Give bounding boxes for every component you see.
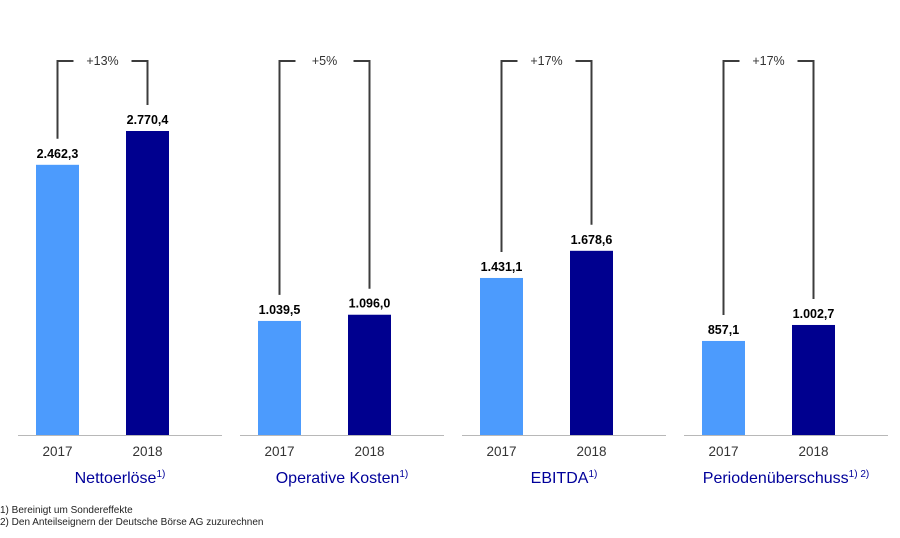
category-label-nettoerlöse: Nettoerlöse1) [75,469,166,487]
bar-operative-kosten-2018 [348,314,391,435]
category-footnote-ref: 1) [588,469,597,480]
bar-chart: 2.462,320172.770,42018+13%Nettoerlöse1)1… [18,54,888,487]
tick-label-periodenüberschuss-2017: 2017 [708,444,738,459]
change-label-periodenüberschuss: +17% [752,54,784,68]
tick-label-operative-kosten-2018: 2018 [354,444,384,459]
change-label-ebitda: +17% [530,54,562,68]
value-label-operative-kosten-2017: 1.039,5 [259,303,301,317]
tick-label-ebitda-2017: 2017 [486,444,516,459]
change-bracket-periodenüberschuss [722,60,815,315]
value-label-ebitda-2018: 1.678,6 [571,233,613,247]
change-bracket-ebitda [500,60,593,252]
tick-label-nettoerlöse-2017: 2017 [42,444,72,459]
change-bracket-operative-kosten [278,60,371,295]
value-label-nettoerlöse-2018: 2.770,4 [127,113,169,127]
value-label-periodenüberschuss-2018: 1.002,7 [793,307,835,321]
bar-periodenüberschuss-2018 [792,324,835,435]
footnote-1: 1) Bereinigt um Sondereffekte [0,505,133,516]
value-label-ebitda-2017: 1.431,1 [481,260,523,274]
category-name: EBITDA [531,470,589,487]
change-label-operative-kosten: +5% [312,54,337,68]
tick-label-periodenüberschuss-2018: 2018 [798,444,828,459]
category-label-operative-kosten: Operative Kosten1) [276,469,409,487]
bar-nettoerlöse-2018 [126,131,169,435]
value-label-periodenüberschuss-2017: 857,1 [708,323,739,337]
category-label-periodenüberschuss: Periodenüberschuss1) 2) [703,469,869,487]
value-label-operative-kosten-2018: 1.096,0 [349,297,391,311]
category-label-ebitda: EBITDA1) [531,469,598,487]
category-name: Periodenüberschuss [703,470,849,487]
bar-periodenüberschuss-2017 [702,340,745,435]
category-footnote-ref: 1) 2) [849,469,870,480]
footnotes: 1) Bereinigt um Sondereffekte 2) Den Ant… [0,505,264,529]
change-label-nettoerlöse: +13% [86,54,118,68]
category-footnote-ref: 1) [399,469,408,480]
category-footnote-ref: 1) [156,469,165,480]
tick-label-ebitda-2018: 2018 [576,444,606,459]
bar-ebitda-2018 [570,250,613,435]
bar-nettoerlöse-2017 [36,164,79,435]
bar-operative-kosten-2017 [258,320,301,435]
tick-label-nettoerlöse-2018: 2018 [132,444,162,459]
value-label-nettoerlöse-2017: 2.462,3 [37,147,79,161]
bar-ebitda-2017 [480,277,523,435]
category-name: Nettoerlöse [75,470,157,487]
tick-label-operative-kosten-2017: 2017 [264,444,294,459]
footnote-2: 2) Den Anteilseignern der Deutsche Börse… [0,517,264,528]
category-name: Operative Kosten [276,470,400,487]
change-bracket-nettoerlöse [56,60,149,139]
